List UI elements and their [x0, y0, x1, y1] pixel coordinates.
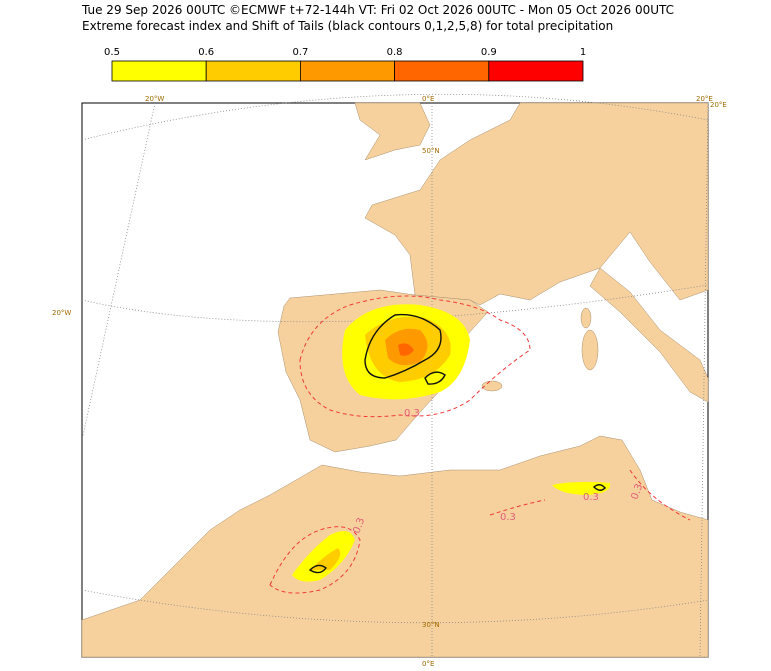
shift-of-tails-contours — [269, 295, 691, 594]
grid-label: 20°W — [145, 95, 164, 103]
contour-label: 0.3 — [404, 408, 420, 419]
grid-label: 20°E — [696, 95, 713, 103]
contour-label: 0.3 — [630, 482, 646, 501]
grid-label: 0°E — [422, 95, 434, 103]
colorbar-segment — [488, 60, 584, 82]
grid-label: 30°N — [422, 621, 440, 629]
contour-labels: 0.3 0.3 0.3 0.3 0.3 — [352, 408, 646, 535]
colorbar: 0.5 0.6 0.7 0.8 0.9 1 — [104, 47, 586, 82]
colorbar-tick-label: 1 — [580, 47, 586, 58]
subtitle-line: Extreme forecast index and Shift of Tail… — [82, 19, 613, 33]
colorbar-segment — [394, 60, 490, 82]
colorbar-segment — [111, 60, 207, 82]
grid-label: 20°E — [710, 101, 727, 109]
colorbar-segment — [205, 60, 301, 82]
contour-label: 0.3 — [500, 512, 516, 523]
grid-label: 0°E — [422, 660, 434, 668]
title-line: Tue 29 Sep 2026 00UTC ©ECMWF t+72-144h V… — [81, 3, 674, 17]
colorbar-segment — [299, 60, 395, 82]
colorbar-tick-label: 0.5 — [104, 47, 120, 58]
contour-label: 0.3 — [583, 492, 599, 503]
colorbar-tick-label: 0.9 — [481, 47, 497, 58]
contour-label: 0.3 — [352, 516, 368, 535]
colorbar-tick-label: 0.7 — [292, 47, 308, 58]
grid-label: 20°W — [52, 309, 71, 317]
colorbar-tick-label: 0.8 — [387, 47, 403, 58]
grid-labels: 20°W 0°E 20°E 20°E 50°N 20°W 30°N 0°E — [52, 95, 727, 668]
grid-label: 50°N — [422, 147, 440, 155]
colorbar-tick-label: 0.6 — [198, 47, 214, 58]
